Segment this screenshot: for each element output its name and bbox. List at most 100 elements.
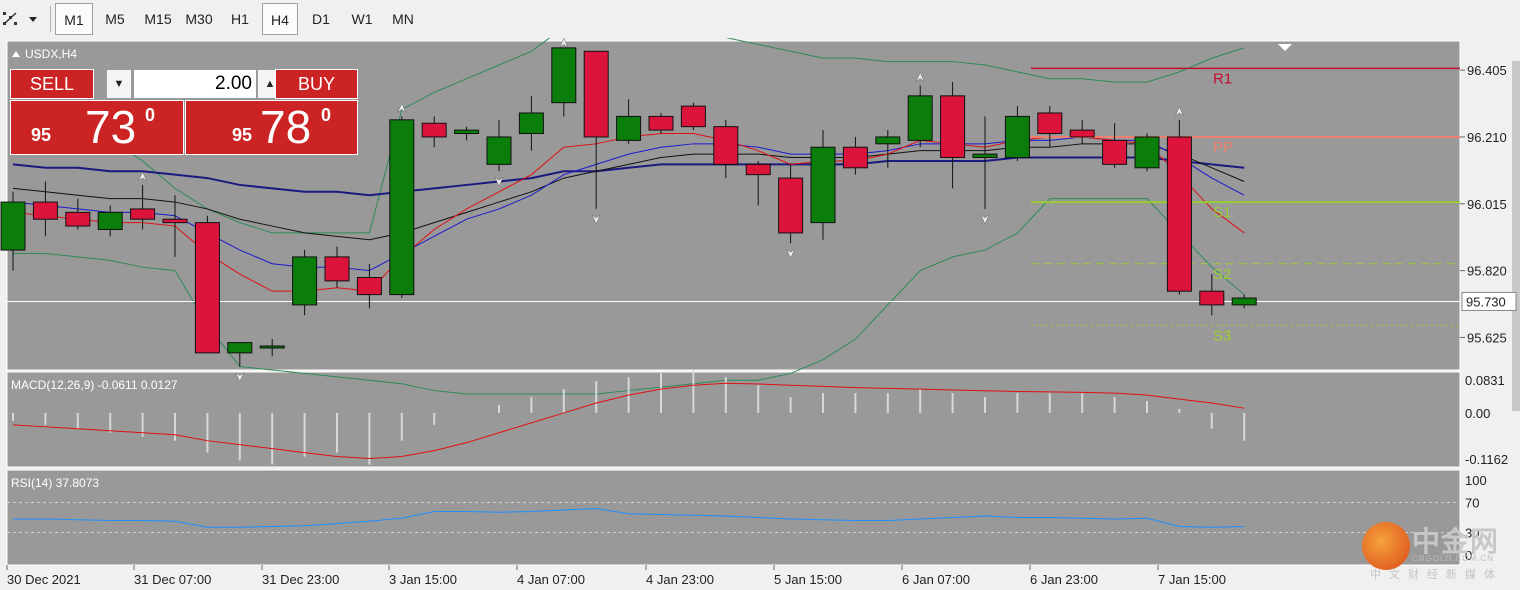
candle-body [454,129,480,135]
candle-body [1134,136,1160,169]
candle-body [518,112,544,135]
pivot-label-s3: S3 [1213,327,1231,344]
x-tick-label: 6 Jan 23:00 [1030,572,1098,587]
y-tick-label: 96.015 [1467,197,1507,212]
timeframe-h1[interactable]: H1 [231,11,249,27]
x-tick-label: 31 Dec 23:00 [262,572,339,587]
sell-price-prefix: 95 [31,125,52,145]
timeframe-m1[interactable]: M1 [55,3,93,35]
candle-body [259,345,285,349]
x-tick-label: 7 Jan 15:00 [1158,572,1226,587]
watermark-en: CNGOLD.COM.CN [1412,554,1494,563]
buy-price-prefix: 95 [232,125,253,145]
buy-price-point: 0 [321,105,332,125]
fractal-up-arrow [1174,106,1185,117]
fractal-up-arrow [559,38,569,49]
watermark-logo: 中金网 CNGOLD.COM.CN 中文财经新媒体 [1362,518,1512,581]
sell-price-point: 0 [145,105,156,125]
sell-price-main: 73 [85,101,137,153]
x-tick-label: 4 Jan 07:00 [517,572,585,587]
line-tools-icon [3,12,37,25]
buy-price-box[interactable]: 95 78 0 [185,100,358,155]
pivot-label-s1: S1 [1213,204,1231,221]
fractal-up-arrow [137,171,148,182]
lot-decrease-button[interactable]: ▼ [106,69,132,99]
chevron-down-icon: ▼ [113,78,125,90]
y-tick-label: 95.820 [1467,264,1507,279]
candle-body [0,201,26,251]
timeframe-w1[interactable]: W1 [351,11,373,27]
candle-body [389,119,415,296]
macd-label: MACD(12,26,9) -0.0611 0.0127 [11,378,178,392]
fractal-down-arrow [235,371,245,383]
candle-body [32,201,58,220]
watermark-cn: 中金网 [1412,526,1500,557]
ma-black-line [12,143,1245,241]
buy-button[interactable]: BUY [275,69,358,99]
bollinger-upper [12,38,1245,234]
line-tools-button[interactable] [0,0,46,38]
timeframe-mn[interactable]: MN [392,11,414,27]
pivot-label-s2: S2 [1213,266,1231,283]
candle-body [97,211,123,230]
candle-body [486,136,512,165]
lot-size-input[interactable] [133,69,257,99]
macd-signal-line [12,382,1245,460]
candle-body [130,208,156,220]
candle-body [972,153,998,159]
candle-body [1166,136,1192,292]
timeframe-m30[interactable]: M30 [185,11,213,27]
chart-area[interactable]: 96.405 96.210 96.015 95.820 95.625 R1 PP S1 S2 S3… [0,38,1520,590]
rsi-y-tick-label: 30 [1465,526,1479,541]
fractal-down-arrow [980,214,990,225]
candle-body [940,95,966,159]
x-tick-label: 4 Jan 23:00 [646,572,714,587]
candle-body [65,211,91,227]
candle-body [745,163,771,176]
candle-body [1199,290,1225,306]
timeframe-h4[interactable]: H4 [262,3,298,35]
y-tick-label: 96.405 [1467,63,1507,78]
chevron-up-icon: ▲ [264,78,276,90]
candle-body [907,95,933,141]
candle-body [1231,297,1257,306]
rsi-y-tick-label: 0 [1465,548,1472,563]
current-price-box [1461,291,1517,311]
rsi-y-tick-label: 100 [1465,473,1487,488]
candle-body [680,105,706,128]
rsi-pane [6,469,1461,566]
fractal-down-arrow [494,176,504,187]
current-price-label: 95.730 [1466,294,1506,309]
x-tick-label: 5 Jan 15:00 [774,572,842,587]
x-tick-label: 30 Dec 2021 [7,572,81,587]
watermark-sub: 中文财经新媒体 [1370,569,1503,581]
fractal-up-arrow [915,71,925,83]
timeframe-d1[interactable]: D1 [312,11,330,27]
ma-navy-line [12,156,1245,197]
x-tick-label: 3 Jan 15:00 [389,572,457,587]
sell-price-box[interactable]: 95 73 0 [10,100,184,155]
x-tick-label: 31 Dec 07:00 [134,572,211,587]
logo-circle-icon [1362,522,1410,570]
candle-body [842,146,868,169]
candle-body [324,256,350,282]
one-click-trade-panel: SELL ▼ ▲ BUY 95 73 0 95 78 0 [10,69,358,155]
fractal-down-arrow [785,248,796,259]
sell-button[interactable]: SELL [10,69,94,99]
pivot-label-r1: R1 [1213,70,1232,87]
macd-y-tick-label: -0.1162 [1465,452,1508,467]
fractal-up-arrow [397,102,407,114]
candle-body [551,47,577,104]
rsi-label: RSI(14) 37.8073 [11,476,99,490]
timeframe-m15[interactable]: M15 [144,11,172,27]
y-tick-label: 96.210 [1467,130,1507,145]
candle-body [292,256,318,306]
y-tick-label: 95.625 [1467,330,1507,345]
pivot-label-pp: PP [1213,139,1233,156]
chart-shift-marker [1278,44,1292,51]
candle-body [1102,139,1128,165]
timeframe-m5[interactable]: M5 [105,11,125,27]
candle-body [713,126,739,165]
candle-body [194,222,220,354]
chevron-down-icon [29,17,37,22]
